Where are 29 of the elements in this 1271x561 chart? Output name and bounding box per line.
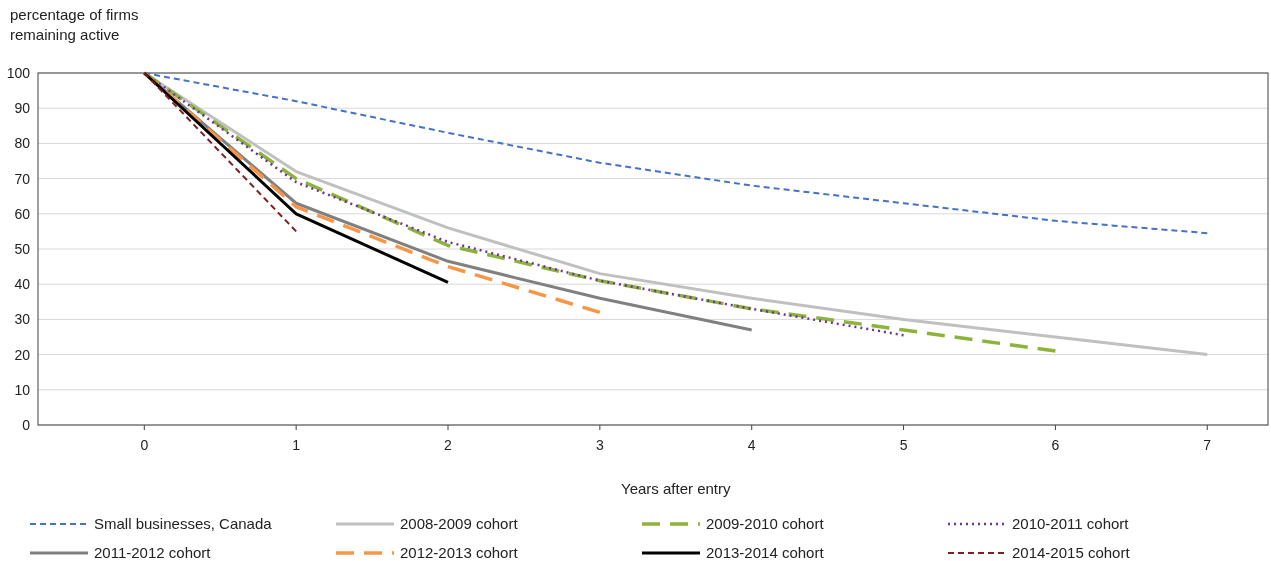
y-tick-label: 80: [14, 135, 31, 152]
y-tick-label: 100: [6, 64, 31, 81]
legend-label: 2012-2013 cohort: [400, 544, 519, 561]
x-tick-label: 4: [747, 437, 756, 453]
x-tick-label: 3: [595, 437, 604, 453]
y-tick-label: 0: [22, 416, 31, 433]
x-tick-label: 7: [1203, 437, 1212, 453]
y-tick-label: 70: [14, 170, 31, 187]
x-tick-label: 6: [1051, 437, 1060, 453]
legend-label: Small businesses, Canada: [94, 515, 273, 533]
legend-label: 2011-2012 cohort: [94, 544, 212, 561]
legend-label: 2010-2011 cohort: [1012, 515, 1130, 533]
x-tick-label: 2: [444, 437, 453, 453]
legend-label: 2009-2010 cohort: [706, 515, 825, 533]
y-tick-label: 40: [14, 276, 31, 293]
y-tick-label: 90: [14, 100, 31, 117]
x-tick-label: 1: [292, 437, 301, 453]
y-axis-title: percentage of firms remaining active: [10, 6, 139, 43]
x-axis-title: Years after entry: [621, 480, 732, 497]
legend-label: 2014-2015 cohort: [1012, 544, 1131, 561]
y-tick-label: 60: [14, 205, 31, 222]
y-tick-label: 50: [14, 240, 31, 257]
x-tick-label: 0: [140, 437, 149, 453]
y-tick-label: 20: [14, 346, 31, 363]
legend-label: 2008-2009 cohort: [400, 515, 519, 533]
legend-label: 2013-2014 cohort: [706, 544, 825, 561]
y-tick-label: 30: [14, 311, 31, 328]
y-tick-label: 10: [14, 381, 31, 398]
x-tick-label: 5: [899, 437, 908, 453]
